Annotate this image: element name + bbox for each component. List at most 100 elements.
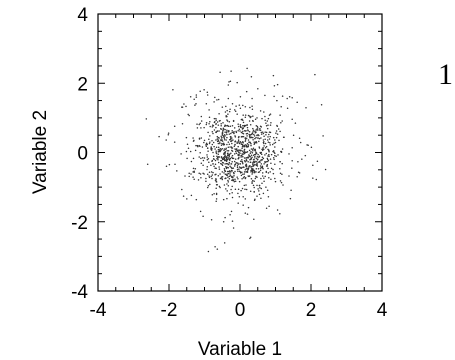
data-point <box>212 171 214 174</box>
data-point <box>264 161 266 164</box>
data-point <box>252 162 254 164</box>
data-point <box>264 175 266 178</box>
data-point <box>209 135 211 137</box>
data-point <box>267 141 270 143</box>
data-point <box>221 134 224 136</box>
data-point <box>221 177 223 180</box>
data-point <box>236 142 238 144</box>
data-point <box>145 118 148 120</box>
data-point <box>251 173 253 175</box>
data-point <box>261 117 263 120</box>
data-point <box>216 157 218 160</box>
data-point <box>233 172 235 175</box>
data-point <box>201 146 204 148</box>
data-point <box>291 146 293 149</box>
data-point <box>231 147 234 149</box>
data-point <box>194 104 196 106</box>
data-point <box>231 167 233 169</box>
data-point <box>282 184 284 186</box>
data-point <box>246 126 249 129</box>
data-point <box>268 133 270 136</box>
data-point <box>304 154 307 157</box>
data-point <box>224 216 226 219</box>
data-point <box>222 156 225 159</box>
data-point <box>280 150 283 153</box>
data-point <box>228 178 231 180</box>
data-point <box>310 146 313 149</box>
data-point <box>226 133 228 136</box>
data-point <box>242 121 245 124</box>
data-point <box>228 133 231 135</box>
data-point <box>214 245 216 248</box>
data-point <box>243 175 246 178</box>
data-point <box>253 153 256 156</box>
data-point <box>288 96 291 98</box>
data-point <box>255 129 257 131</box>
data-point <box>254 150 257 152</box>
data-point <box>223 137 226 140</box>
data-point <box>260 151 263 154</box>
data-point <box>269 158 272 160</box>
data-point <box>168 163 171 166</box>
data-point <box>232 132 235 134</box>
data-point <box>173 141 176 143</box>
data-point <box>279 180 282 182</box>
data-point <box>236 168 239 171</box>
data-point <box>250 148 253 150</box>
data-point <box>256 165 259 167</box>
data-point <box>273 142 275 144</box>
data-point <box>265 131 268 134</box>
data-point <box>266 120 269 122</box>
data-point <box>200 127 202 129</box>
data-point <box>253 158 255 160</box>
data-point <box>291 97 293 99</box>
data-point <box>225 105 227 108</box>
data-point <box>230 138 232 141</box>
data-point <box>244 106 247 108</box>
data-point <box>246 170 249 172</box>
data-point <box>241 118 243 121</box>
data-point <box>274 146 276 148</box>
data-point <box>223 184 226 186</box>
data-point <box>209 125 211 128</box>
data-point <box>251 108 254 110</box>
data-point <box>231 220 234 222</box>
data-point <box>265 125 268 127</box>
data-point <box>195 102 197 105</box>
data-point <box>230 140 232 143</box>
data-point <box>197 145 199 148</box>
data-point <box>238 180 241 183</box>
data-point <box>192 167 195 170</box>
data-point <box>261 131 264 133</box>
data-point <box>273 84 276 87</box>
data-point <box>252 148 254 151</box>
data-point <box>262 139 265 141</box>
data-point <box>249 152 252 154</box>
data-point <box>270 167 273 170</box>
data-point <box>217 161 220 164</box>
data-point <box>232 227 235 229</box>
data-point <box>267 136 269 138</box>
data-point <box>242 104 244 107</box>
data-point <box>192 140 195 142</box>
data-point <box>245 156 248 159</box>
data-point <box>246 67 248 70</box>
data-point <box>243 149 246 151</box>
data-point <box>219 177 222 180</box>
data-point <box>235 152 238 154</box>
data-point <box>242 196 244 198</box>
data-point <box>211 143 214 146</box>
data-point <box>199 90 201 92</box>
data-point <box>235 105 237 107</box>
data-point <box>167 134 170 136</box>
data-point <box>237 136 240 139</box>
data-point <box>241 147 243 150</box>
data-point <box>242 173 244 176</box>
data-point <box>173 125 176 127</box>
data-point <box>231 102 234 105</box>
data-point <box>216 130 218 133</box>
data-point <box>228 161 231 164</box>
data-point <box>184 175 186 177</box>
data-point <box>265 145 268 148</box>
data-point <box>213 129 216 131</box>
